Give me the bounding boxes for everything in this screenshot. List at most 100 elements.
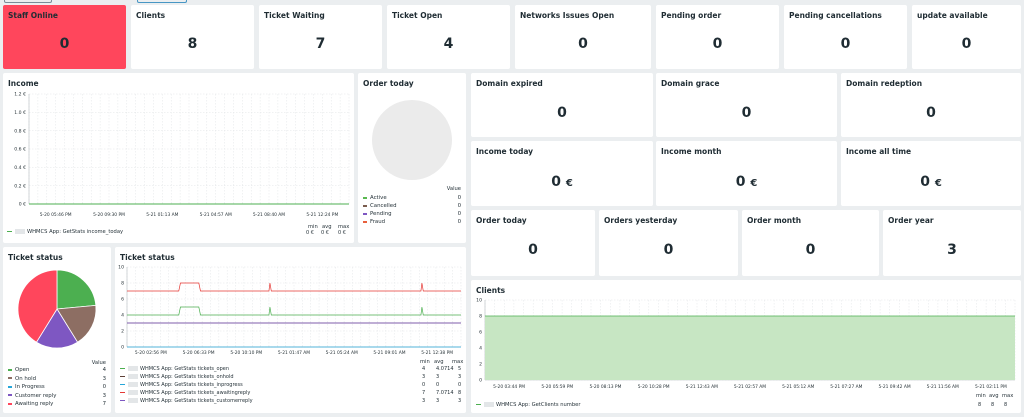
order-today-widget[interactable]: Order today 0	[471, 210, 595, 276]
widget-title: Ticket status	[120, 253, 175, 262]
legend-value: 3	[102, 375, 106, 382]
widget-title: Income month	[661, 147, 722, 156]
stat-min-header: min	[976, 393, 986, 399]
stat-min-header: min	[420, 359, 430, 365]
x-tick-label: 5-21 01:47 AM	[278, 350, 310, 356]
legend-max: 0	[458, 382, 462, 388]
value-header: Value	[91, 360, 106, 366]
widget-title: Domain redeption	[846, 79, 923, 88]
x-tick-label: 5-21 05:24 AM	[326, 350, 358, 356]
x-tick-label: 5-20 03:44 PM	[493, 384, 525, 390]
income-all-time-widget[interactable]: Income all time 0 €	[841, 141, 1021, 206]
widget-title: Order month	[747, 216, 802, 225]
ticket-status-chart-widget[interactable]: Ticket status 0 2 4 6 8 10 5-20 02:56 PM 5-20 …	[115, 247, 466, 413]
stat-avg-header: avg	[989, 393, 999, 399]
widget-title: Ticket Open	[392, 11, 443, 20]
ticket-open-widget[interactable]: Ticket Open 4	[387, 5, 510, 69]
ticket-status-pie-widget[interactable]: Ticket status Value Open 4 On hold 3 In Prog…	[3, 247, 111, 413]
legend-swatch	[8, 402, 12, 405]
widget-value: 7	[315, 36, 326, 52]
legend-label: WHMCS App: GetStats income_today	[27, 229, 124, 235]
toolbar-button[interactable]	[137, 0, 187, 3]
widget-title: Staff Online	[8, 11, 59, 20]
y-tick-label: 8	[479, 314, 482, 320]
y-tick-label: 6	[479, 330, 482, 336]
legend-max: 3	[458, 374, 462, 380]
x-tick-label: 5-21 09:01 AM	[373, 350, 405, 356]
legend-swatch	[120, 375, 125, 378]
legend-label: Fraud	[370, 219, 386, 225]
legend-max: 8	[458, 390, 462, 396]
domain-grace-widget[interactable]: Domain grace 0	[656, 73, 837, 137]
order-year-widget[interactable]: Order year 3	[883, 210, 1021, 276]
top-toolbar-edge	[0, 0, 1024, 3]
legend-value: 4	[102, 367, 106, 373]
staff-online-widget[interactable]: Staff Online 0	[3, 5, 126, 69]
domain-expired-widget[interactable]: Domain expired 0	[471, 73, 653, 137]
domain-redemption-widget[interactable]: Domain redeption 0	[841, 73, 1021, 137]
widget-value: 0	[741, 105, 752, 121]
widget-title: Ticket status	[8, 253, 63, 262]
legend-avg: 0	[436, 382, 440, 388]
order-today-pie-widget[interactable]: Order today Value Active 0 Cancelled 0 Pendi…	[358, 73, 466, 243]
income-today-widget[interactable]: Income today 0 €	[471, 141, 653, 206]
y-tick-label: 2	[121, 329, 124, 335]
order-today-pie-svg	[372, 100, 452, 180]
order-month-widget[interactable]: Order month 0	[742, 210, 879, 276]
x-tick-label: 5-21 05:12 AM	[782, 384, 814, 390]
clients-chart-svg: 0 2 4 6 8 10 5-20 03:44 PM 5-20 05:59 PM 5-20 0…	[476, 298, 1016, 390]
stat-max-value: 0 €	[338, 230, 346, 236]
legend-row: Open 4	[8, 367, 106, 373]
legend-avg: 4.0714	[436, 366, 454, 372]
x-tick-label: 5-21 01:13 AM	[146, 212, 178, 218]
widget-title: Networks Issues Open	[520, 11, 615, 20]
y-tick-label: 10	[476, 298, 482, 304]
pending-order-widget[interactable]: Pending order 0	[656, 5, 779, 69]
widget-value: 0	[528, 242, 538, 258]
legend-swatch	[120, 367, 125, 370]
x-tick-label: 5-21 12:38 PM	[421, 350, 453, 356]
update-available-widget[interactable]: update available 0	[912, 5, 1021, 69]
legend-swatch	[8, 394, 12, 396]
legend-label: Awaiting reply	[15, 401, 54, 407]
y-tick-label: 0.4 €	[14, 165, 26, 171]
toolbar-button[interactable]	[4, 0, 52, 3]
legend-row: Fraud 0	[363, 219, 461, 225]
legend-row: In Progress 0	[8, 384, 106, 390]
legend-label: Customer reply	[15, 392, 57, 399]
currency-unit: €	[934, 178, 942, 189]
ticket-waiting-widget[interactable]: Ticket Waiting 7	[259, 5, 382, 69]
legend-row: WHMCS App: GetStats tickets_awaitingrepl…	[120, 390, 464, 396]
ticket-series-line-3	[127, 282, 461, 292]
widget-title: Orders yesterday	[604, 216, 678, 225]
legend-avg: 7.0714	[436, 390, 454, 396]
income-chart-widget[interactable]: Income 0 € 0.2 € 0.4 € 0.6 € 0.8 € 1.0 € 1.2 €…	[3, 73, 354, 243]
value-number: 0	[735, 174, 746, 190]
income-month-widget[interactable]: Income month 0 €	[656, 141, 837, 206]
clients-chart-widget[interactable]: Clients 0 2 4 6 8 10 5-20 03:44 PM 5-20 05:59 …	[471, 280, 1021, 413]
widget-value: 4	[443, 36, 454, 52]
x-tick-label: 5-21 02:57 AM	[734, 384, 766, 390]
orders-yesterday-widget[interactable]: Orders yesterday 0	[599, 210, 738, 276]
networks-issues-widget[interactable]: Networks Issues Open 0	[515, 5, 651, 69]
value-number: 0	[920, 174, 930, 190]
x-tick-label: 5-20 10:10 PM	[230, 350, 262, 356]
legend-label: WHMCS App: GetStats tickets_customerrepl…	[140, 398, 253, 404]
legend-swatch	[363, 220, 367, 223]
stat-max-value: 8	[1004, 402, 1008, 408]
widget-title: update available	[917, 11, 988, 20]
legend-swatch	[476, 403, 481, 406]
pending-cancellations-widget[interactable]: Pending cancellations 0	[784, 5, 907, 69]
legend-value: 3	[102, 392, 106, 399]
widget-title: Ticket Waiting	[264, 11, 325, 20]
widget-value: 0	[840, 36, 851, 52]
legend-swatch	[120, 383, 125, 386]
legend-value: 7	[102, 401, 106, 407]
widget-value: 3	[947, 242, 957, 258]
widget-title: Income today	[476, 147, 534, 156]
clients-widget[interactable]: Clients 8	[131, 5, 254, 69]
widget-title: Domain grace	[661, 79, 720, 88]
legend-max: 5	[458, 366, 462, 372]
stat-avg-value: 8	[991, 402, 995, 408]
legend-swatch	[363, 212, 367, 215]
